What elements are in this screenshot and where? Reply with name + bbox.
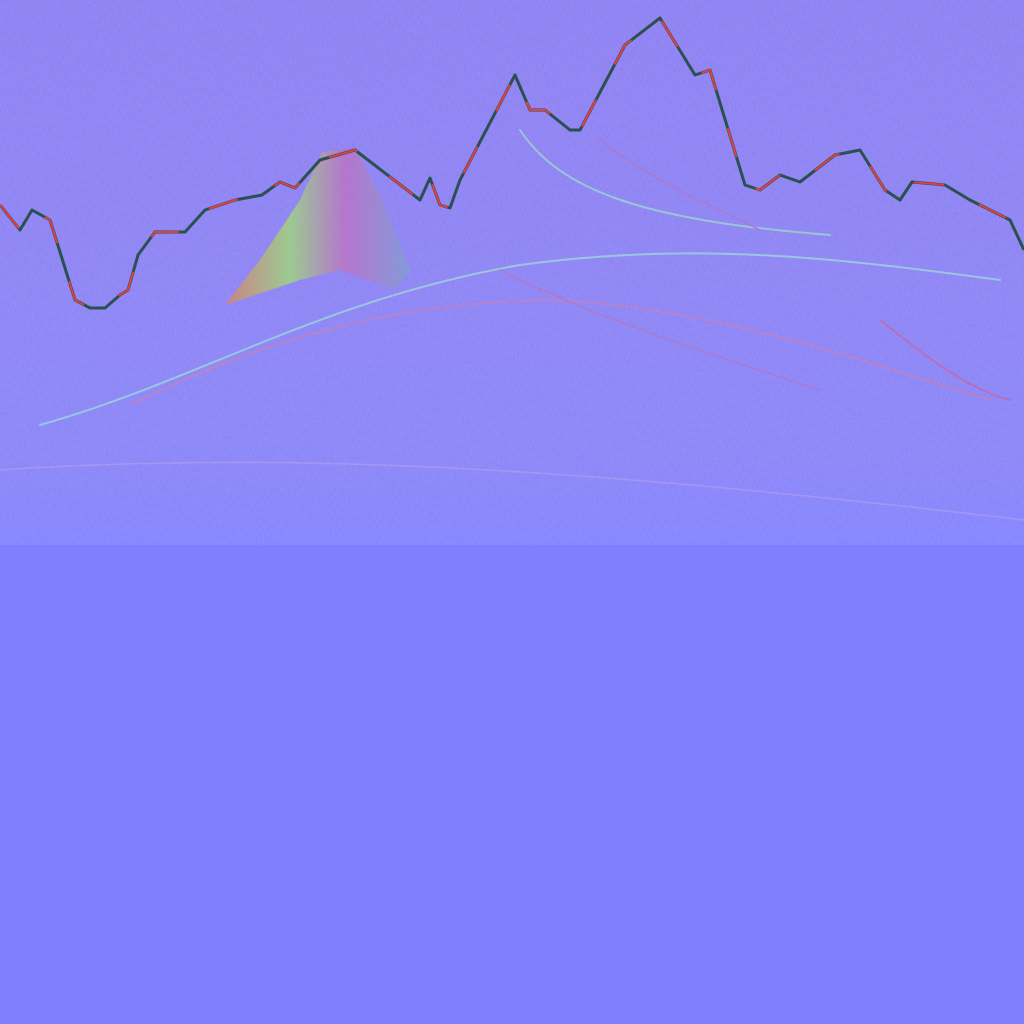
streaks (0, 129, 1024, 521)
relief-grain (0, 0, 1024, 545)
peak-relief (225, 148, 410, 305)
ridge-highlight (0, 17, 1024, 309)
